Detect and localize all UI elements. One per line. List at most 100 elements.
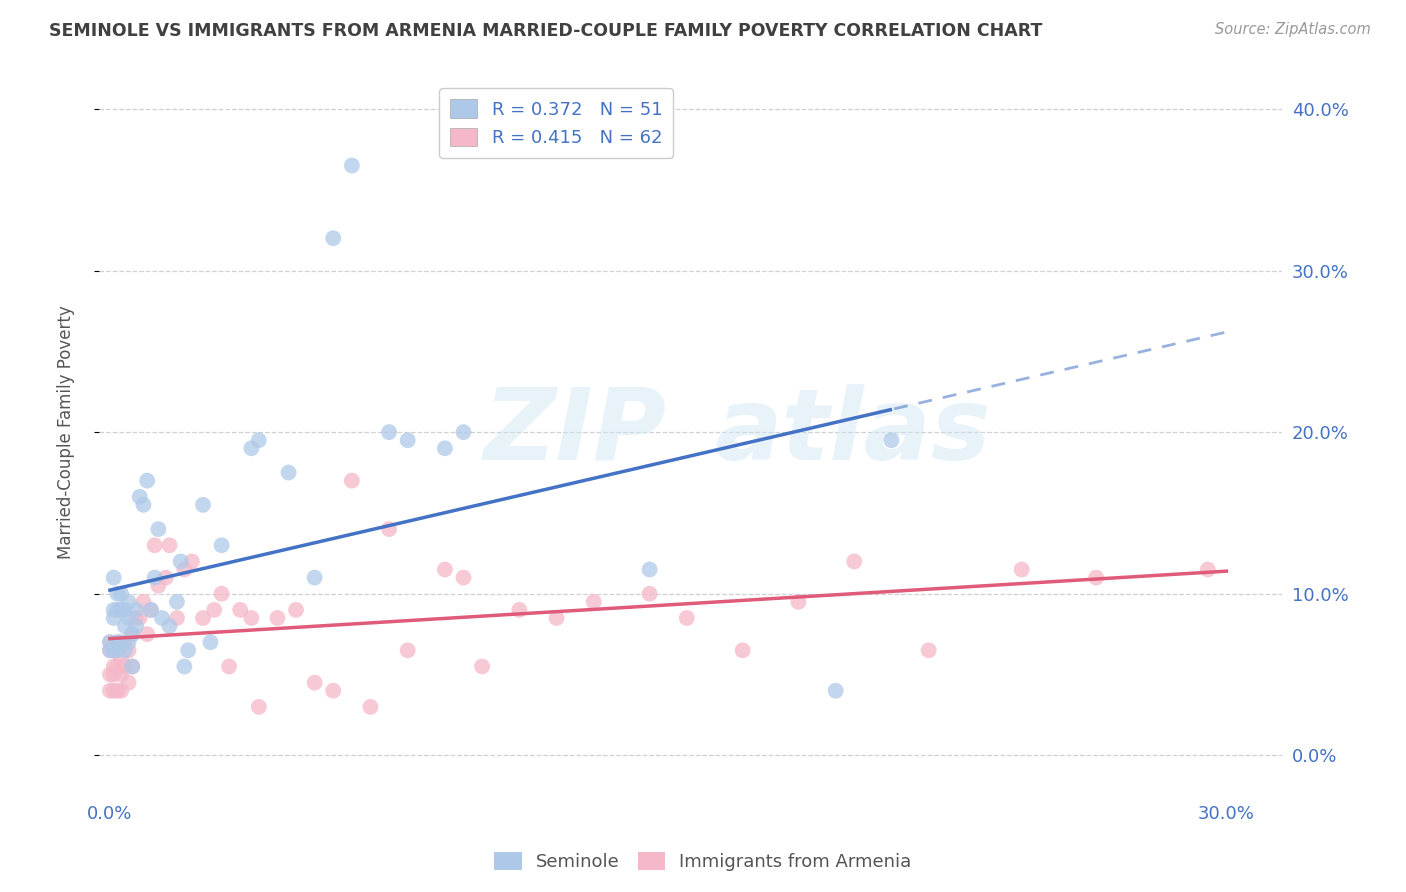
Point <box>114 603 136 617</box>
Point <box>277 466 299 480</box>
Text: ZIP: ZIP <box>484 384 666 481</box>
Point <box>218 659 240 673</box>
Point <box>98 643 121 657</box>
Point <box>98 683 121 698</box>
Point <box>304 675 326 690</box>
Point <box>844 554 866 568</box>
Point <box>359 699 381 714</box>
Point <box>731 643 754 657</box>
Point <box>117 675 139 690</box>
Point <box>114 643 136 657</box>
Point <box>824 683 846 698</box>
Point <box>125 619 148 633</box>
Point <box>110 603 132 617</box>
Point <box>121 659 143 673</box>
Legend: Seminole, Immigrants from Armenia: Seminole, Immigrants from Armenia <box>488 845 918 879</box>
Point <box>114 619 136 633</box>
Point <box>139 603 162 617</box>
Point <box>128 611 150 625</box>
Point <box>211 587 233 601</box>
Text: atlas: atlas <box>714 384 991 481</box>
Point <box>240 442 263 456</box>
Point <box>103 683 125 698</box>
Point <box>117 595 139 609</box>
Point <box>103 643 125 657</box>
Point <box>117 611 139 625</box>
Point <box>105 659 128 673</box>
Point <box>98 635 121 649</box>
Point <box>98 643 121 657</box>
Point <box>1197 562 1219 576</box>
Point <box>322 231 344 245</box>
Point <box>202 603 225 617</box>
Point <box>143 571 166 585</box>
Point <box>136 627 159 641</box>
Text: SEMINOLE VS IMMIGRANTS FROM ARMENIA MARRIED-COUPLE FAMILY POVERTY CORRELATION CH: SEMINOLE VS IMMIGRANTS FROM ARMENIA MARR… <box>49 22 1043 40</box>
Point <box>433 562 456 576</box>
Legend: R = 0.372   N = 51, R = 0.415   N = 62: R = 0.372 N = 51, R = 0.415 N = 62 <box>439 88 673 158</box>
Text: Source: ZipAtlas.com: Source: ZipAtlas.com <box>1215 22 1371 37</box>
Point <box>240 611 263 625</box>
Point <box>304 571 326 585</box>
Point <box>918 643 941 657</box>
Point <box>110 635 132 649</box>
Point <box>105 643 128 657</box>
Point <box>110 667 132 681</box>
Point <box>433 442 456 456</box>
Point <box>121 659 143 673</box>
Point <box>103 603 125 617</box>
Point <box>191 611 214 625</box>
Point <box>139 603 162 617</box>
Point <box>211 538 233 552</box>
Point <box>1011 562 1033 576</box>
Point <box>173 659 195 673</box>
Point <box>1085 571 1108 585</box>
Point <box>471 659 494 673</box>
Point <box>177 643 200 657</box>
Point <box>285 603 308 617</box>
Point <box>200 635 222 649</box>
Point <box>105 603 128 617</box>
Point <box>166 595 188 609</box>
Point <box>105 683 128 698</box>
Point <box>103 643 125 657</box>
Point <box>229 603 252 617</box>
Point <box>159 619 181 633</box>
Point <box>114 635 136 649</box>
Point <box>136 474 159 488</box>
Point <box>266 611 288 625</box>
Point <box>378 425 401 439</box>
Point <box>125 603 148 617</box>
Point <box>143 538 166 552</box>
Point <box>169 554 191 568</box>
Point <box>166 611 188 625</box>
Point <box>340 159 363 173</box>
Point <box>396 643 419 657</box>
Point <box>247 434 270 448</box>
Point <box>508 603 530 617</box>
Point <box>378 522 401 536</box>
Point <box>110 683 132 698</box>
Point <box>148 522 170 536</box>
Point <box>121 627 143 641</box>
Point <box>675 611 697 625</box>
Point <box>180 554 202 568</box>
Point <box>132 595 155 609</box>
Point <box>396 434 419 448</box>
Point <box>173 562 195 576</box>
Point <box>148 579 170 593</box>
Point <box>98 667 121 681</box>
Point <box>110 651 132 665</box>
Point <box>546 611 568 625</box>
Point <box>132 498 155 512</box>
Point <box>453 425 475 439</box>
Point <box>114 659 136 673</box>
Point <box>105 635 128 649</box>
Point <box>880 434 903 448</box>
Point <box>247 699 270 714</box>
Point <box>128 490 150 504</box>
Point <box>340 474 363 488</box>
Point <box>155 571 177 585</box>
Point <box>117 643 139 657</box>
Point <box>103 571 125 585</box>
